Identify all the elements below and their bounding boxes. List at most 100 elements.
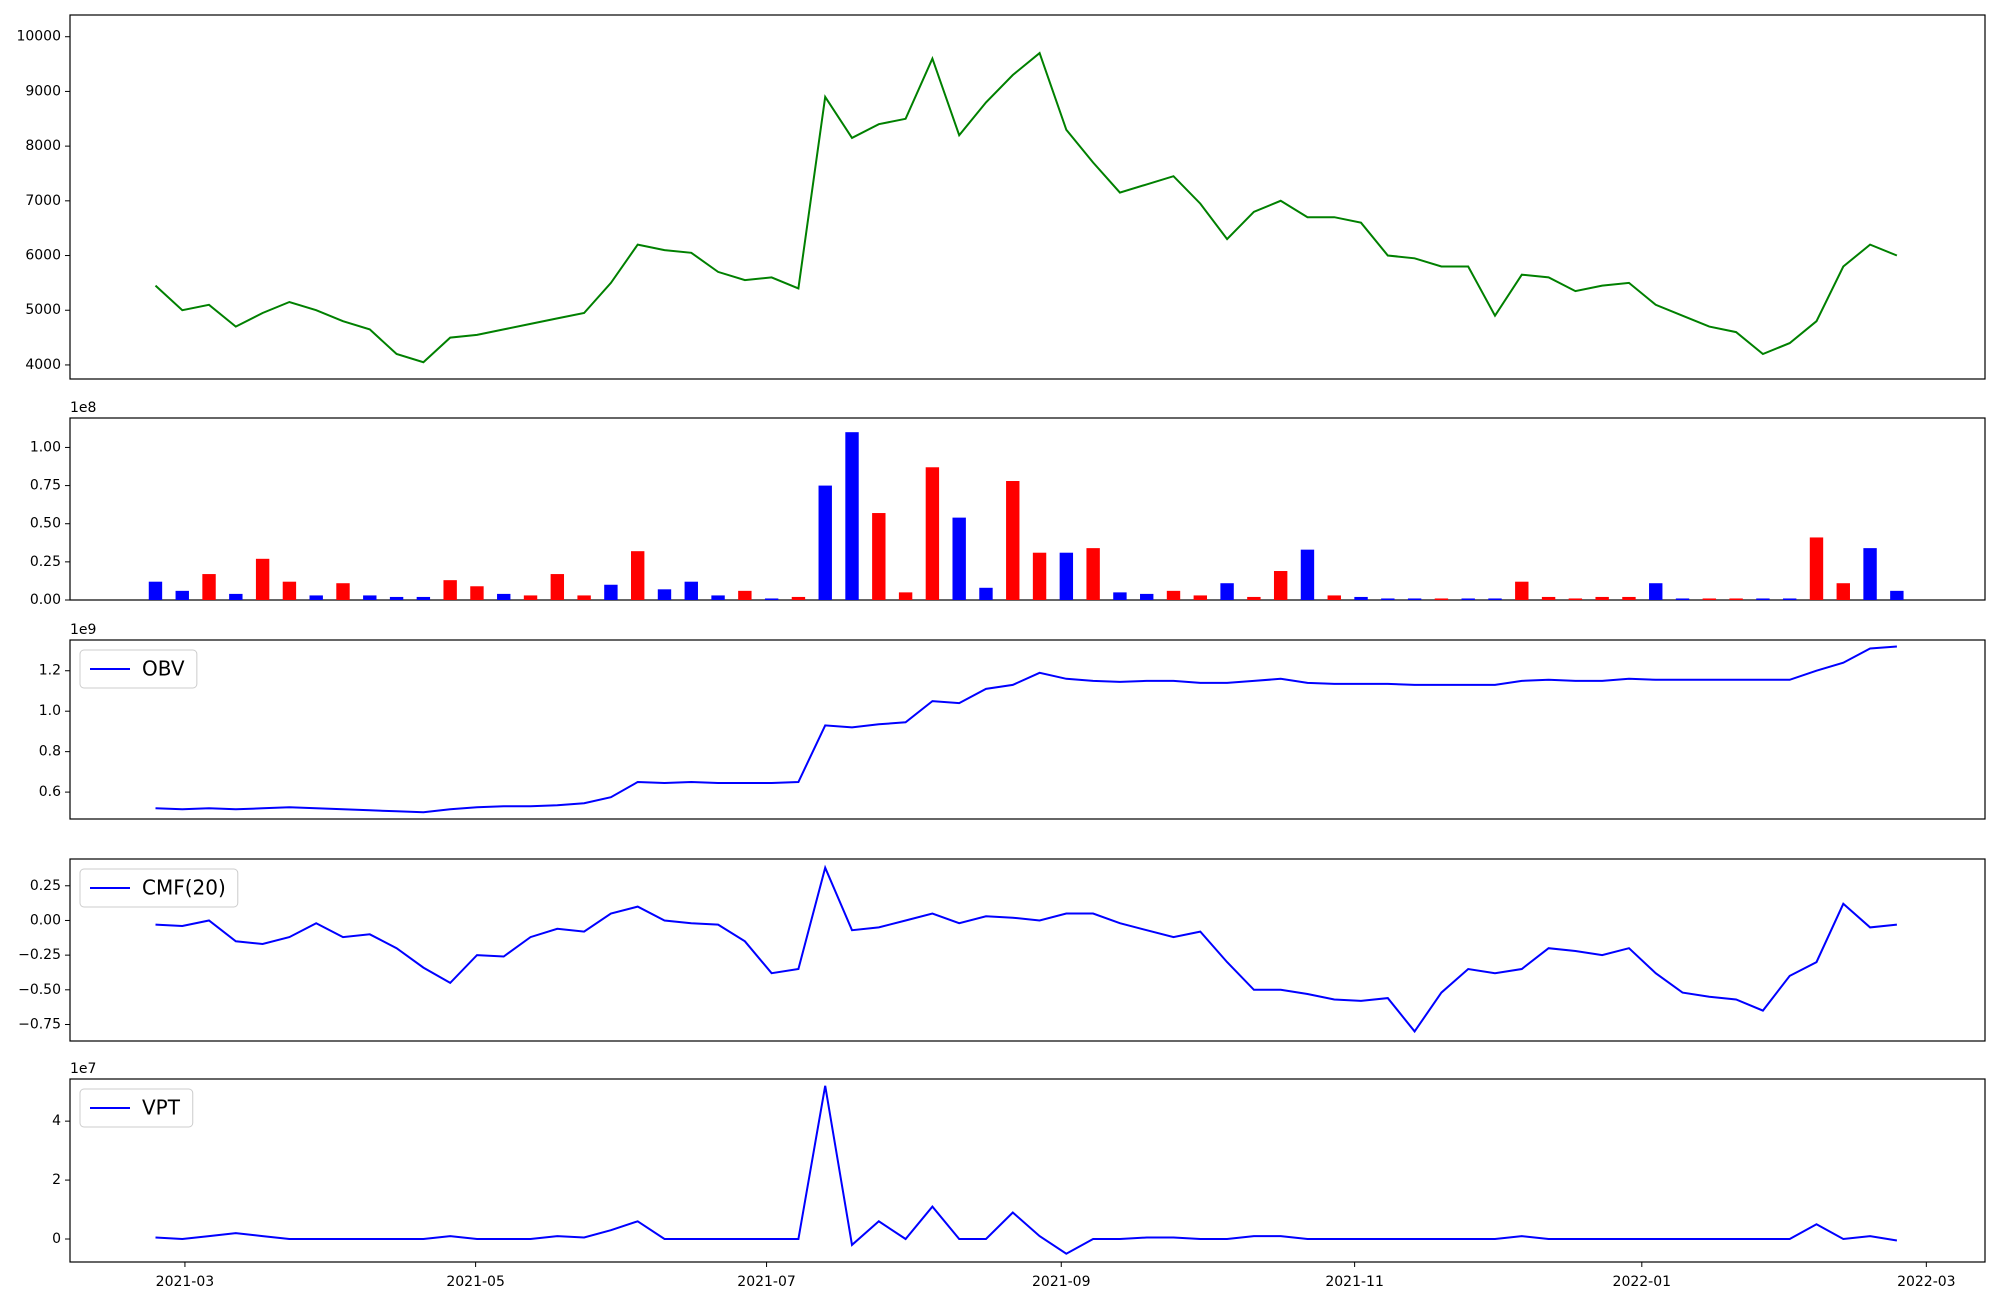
volume-bar [1461,598,1475,600]
y-tick-label: 0.50 [30,516,61,532]
y-tick-label: 0.75 [30,478,61,494]
y-tick-label: 5000 [25,302,61,318]
volume-bar [1193,595,1207,600]
volume-bar [416,596,431,600]
volume-bar [845,432,859,600]
volume-bar [738,590,752,600]
data-line [154,51,1898,364]
axes-frame [69,1078,1986,1263]
axes-frame [69,417,1986,601]
volume-bar [818,485,832,600]
legend-box [79,649,198,689]
volume-bar [872,513,886,600]
volume-bar [282,581,297,600]
volume-bar [1434,598,1449,600]
volume-bar [764,598,779,600]
x-tick-label: 2021-11 [1325,1274,1384,1290]
volume-bar [577,595,591,600]
y-tick-label: −0.25 [18,947,61,963]
volume-bar [1756,598,1770,600]
y-tick-label: 8000 [25,138,61,154]
volume-bar [1836,583,1850,600]
volume-bar [657,589,672,600]
volume-bar [1809,537,1824,600]
volume-bar [1113,592,1127,600]
y-tick-label: 2 [52,1172,61,1188]
volume-bar [1729,598,1743,600]
volume-bar [1541,596,1556,600]
volume-bar [1006,481,1020,600]
volume-bar [229,593,243,600]
offset-label: 1e7 [70,1061,96,1077]
volume-bar [1515,581,1529,600]
volume-bar [1702,598,1717,600]
volume-bar [1863,548,1877,600]
volume-bar [1220,583,1234,600]
volume-bar [791,596,806,600]
volume-bar [1890,590,1904,600]
offset-label: 1e9 [70,622,96,638]
y-tick-label: 0.8 [39,744,61,760]
volume-bar [952,517,966,600]
volume-bar [523,595,538,600]
axes-frame [69,858,1986,1042]
volume-bar [336,583,350,600]
volume-bar [1568,598,1583,600]
legend-box [79,1088,194,1128]
volume-bar [1488,598,1502,600]
volume-bar [898,592,913,600]
y-tick-label: 10000 [16,29,61,45]
y-tick-label: 4 [52,1113,61,1129]
y-tick-label: 0.25 [30,554,61,570]
volume-bar [684,581,698,600]
volume-bar [1595,596,1609,600]
axes-frame [69,14,1986,380]
volume-bar [1782,598,1797,600]
volume-bar [1407,598,1422,600]
volume-bar [1273,571,1288,600]
data-line [155,864,1898,1034]
volume-bar [1381,598,1395,600]
volume-bar [443,580,457,600]
y-tick-label: 0.6 [39,784,61,800]
volume-bar [1140,593,1154,600]
x-tick-label: 2021-05 [446,1274,505,1290]
volume-bar [1622,596,1636,600]
volume-bar [711,595,725,600]
volume-bar [550,574,565,600]
x-tick-label: 2022-01 [1613,1274,1672,1290]
legend-label: OBV [142,657,185,681]
legend-label: CMF(20) [142,876,226,900]
y-tick-label: −0.50 [18,982,61,998]
volume-bar [1354,596,1368,600]
volume-bar [1247,596,1261,600]
volume-bar [470,586,484,600]
legend-box [79,868,239,908]
y-tick-label: 0.25 [30,878,61,894]
y-tick-label: 6000 [25,248,61,264]
volume-bar [1300,549,1315,600]
y-tick-label: 1.0 [39,703,61,719]
volume-bar [1032,552,1047,600]
y-tick-label: 9000 [25,83,61,99]
volume-bar [148,581,163,600]
volume-bar [979,587,993,600]
x-tick-label: 2021-03 [156,1274,215,1290]
volume-bar [1327,595,1341,600]
y-tick-label: −0.75 [18,1016,61,1032]
legend-label: VPT [142,1096,181,1120]
y-tick-label: 0 [52,1231,61,1247]
volume-bar [1059,552,1074,600]
volume-bar [175,590,189,600]
y-tick-label: 1.00 [30,439,61,455]
volume-bar [309,595,323,600]
x-tick-label: 2022-03 [1897,1274,1956,1290]
volume-bar [925,467,940,600]
volume-bar [1649,583,1663,600]
volume-bar [363,595,377,600]
offset-label: 1e8 [70,400,96,416]
y-tick-label: 0.00 [30,592,61,608]
data-line [155,1085,1898,1255]
volume-bar [630,551,645,600]
